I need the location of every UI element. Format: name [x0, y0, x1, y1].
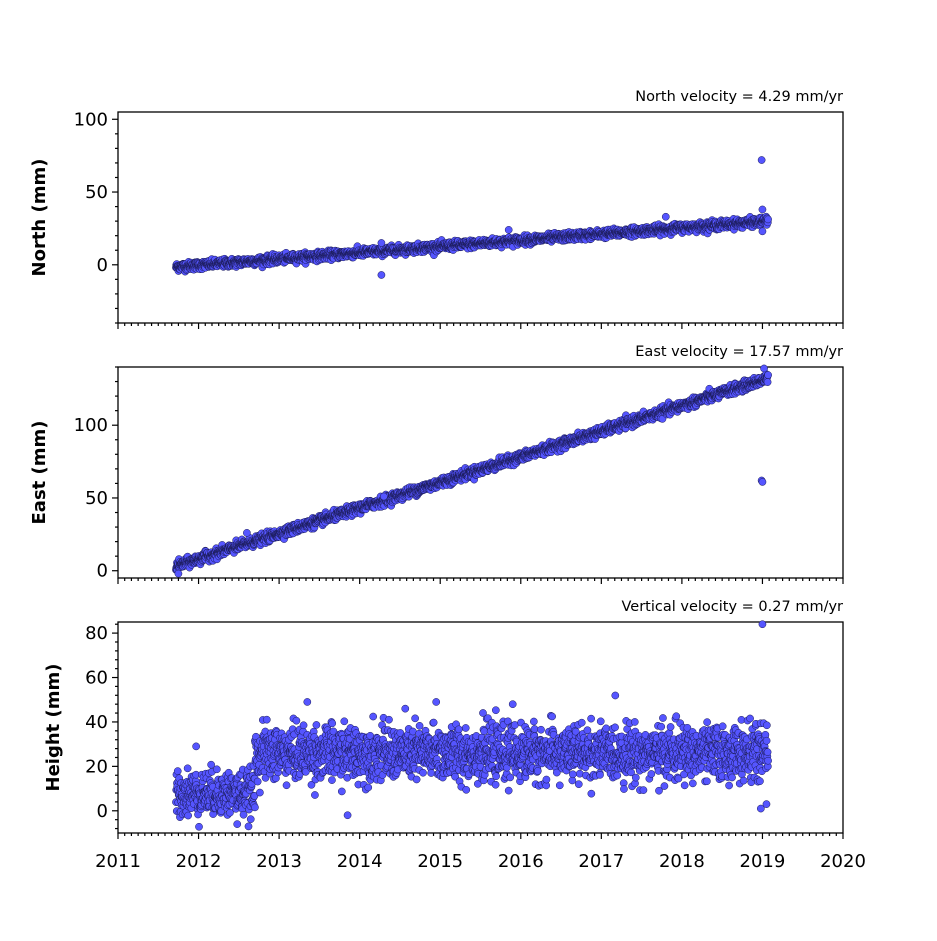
y-axis-label: East (mm): [29, 421, 50, 525]
y-tick-label: 0: [97, 561, 108, 582]
y-tick-label: 100: [74, 109, 108, 130]
y-tick-label: 100: [74, 415, 108, 436]
y-tick-label: 50: [85, 182, 108, 203]
data-point: [378, 271, 385, 278]
y-tick-label: 50: [85, 488, 108, 509]
y-axis-label: North (mm): [29, 159, 50, 277]
data-point: [758, 156, 765, 163]
y-tick-label: 0: [97, 255, 108, 276]
panel-1: North velocity = 4.29 mm/yr North (mm) 0 50…: [29, 89, 843, 329]
data-point: [662, 213, 669, 220]
scatter-points: [172, 156, 771, 278]
scatter-points: [172, 365, 771, 577]
panel-title: East velocity = 17.57 mm/yr: [635, 344, 843, 360]
data-point: [759, 228, 766, 235]
data-point: [505, 226, 512, 233]
data-point: [759, 206, 766, 213]
data-point: [764, 216, 771, 223]
panel-title: North velocity = 4.29 mm/yr: [635, 89, 843, 105]
panel-2: East velocity = 17.57 mm/yr East (mm) 0 50 1…: [29, 344, 843, 584]
data-point: [378, 239, 385, 246]
